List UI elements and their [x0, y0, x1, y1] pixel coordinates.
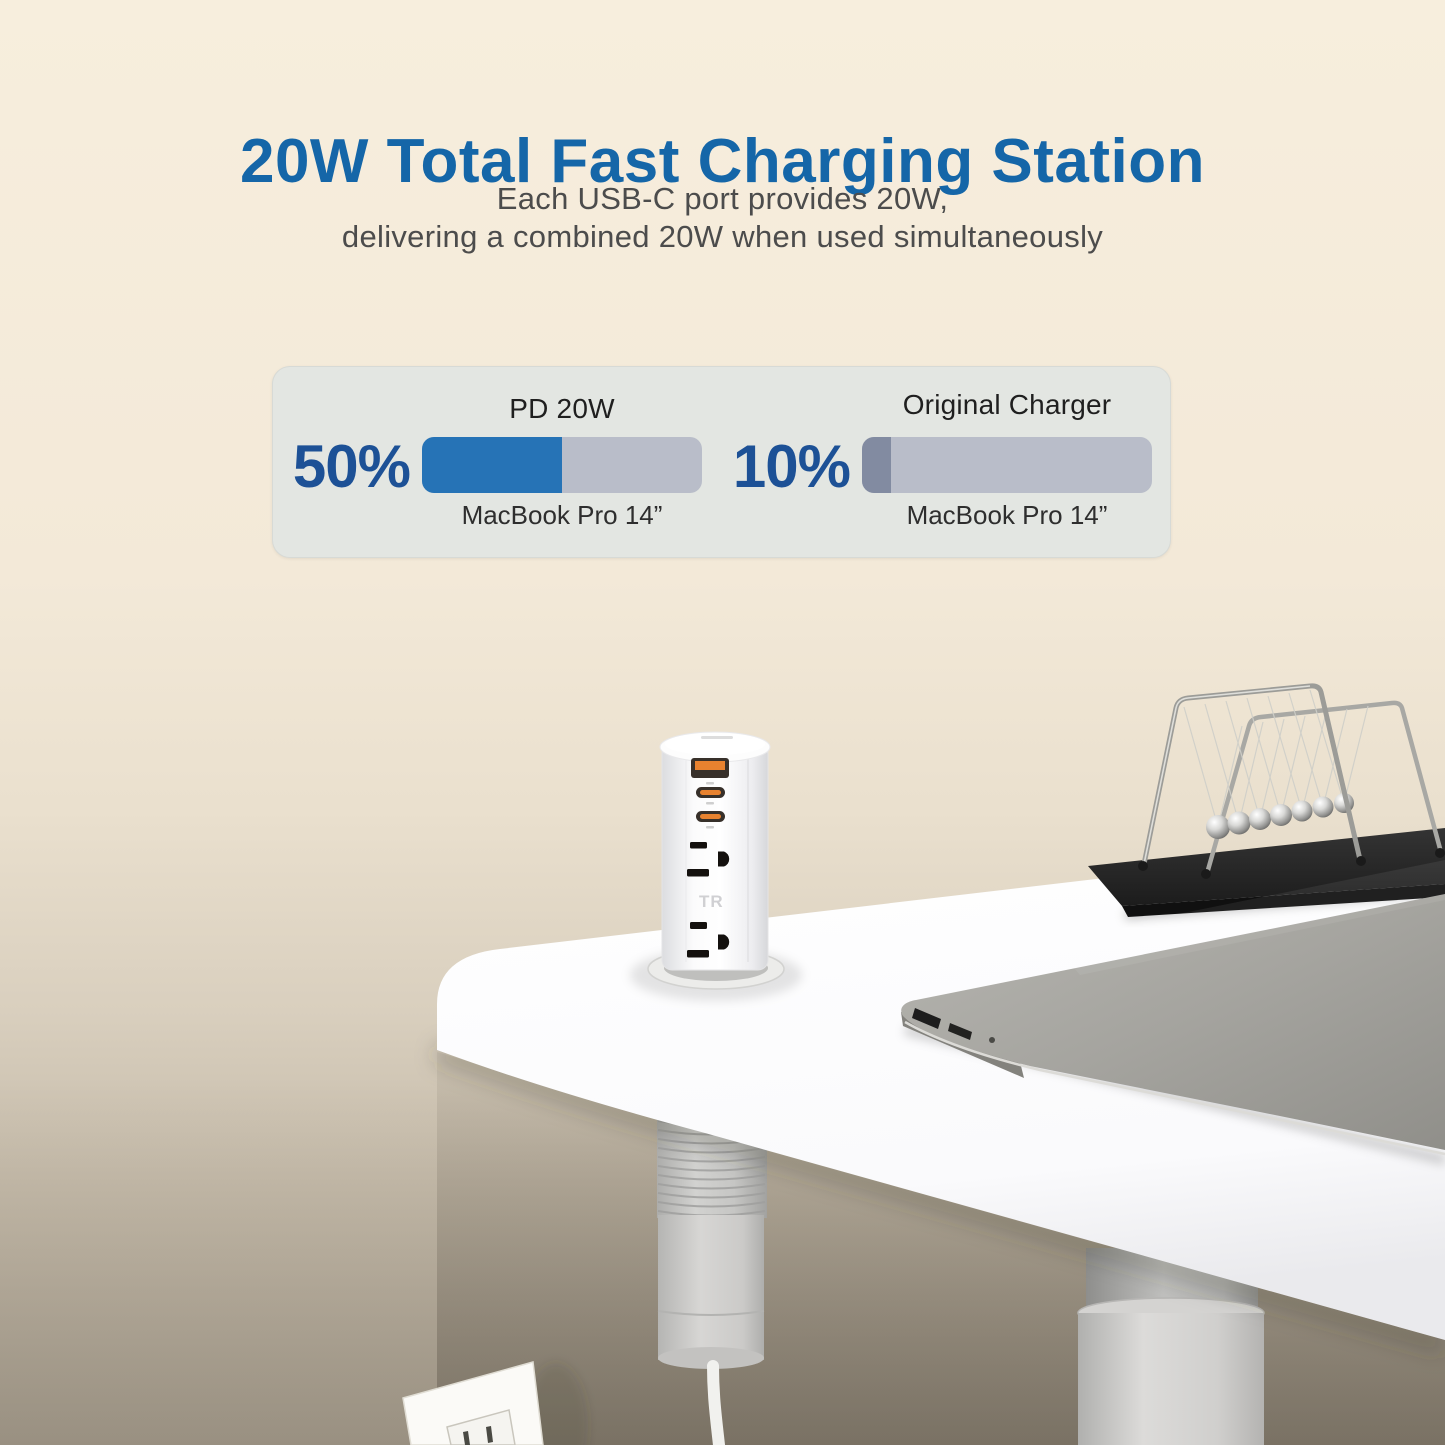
tr-label: TR — [699, 892, 724, 911]
power-cable — [707, 1360, 725, 1445]
laptop — [901, 860, 1445, 1165]
ac-outlet — [687, 842, 730, 877]
ac-outlet — [687, 922, 730, 958]
laptop-usb-port — [948, 1023, 972, 1040]
subtitle: Each USB-C port provides 20W, delivering… — [0, 180, 1445, 256]
bar-label-original: Original Charger — [902, 389, 1112, 420]
laptop-port — [912, 1008, 941, 1029]
bar-device-original: MacBook Pro 14” — [906, 500, 1108, 530]
percent-value-original: 10% — [732, 433, 851, 500]
bar-label-pd20w: PD 20W — [509, 393, 615, 424]
desk-leg — [1077, 1248, 1265, 1445]
subtitle-line-2: delivering a combined 20W when used simu… — [341, 219, 1104, 254]
bar-fill-original — [862, 437, 891, 493]
power-tower: TR — [630, 731, 802, 1001]
newtons-cradle — [1088, 683, 1445, 920]
cradle-balls — [1206, 793, 1354, 839]
wall-outlet — [402, 1361, 588, 1445]
usb-c-port — [696, 787, 725, 805]
bar-track-pd20w — [422, 437, 702, 493]
bar-device-pd20w: MacBook Pro 14” — [461, 500, 663, 530]
usb-a-port — [691, 758, 729, 785]
bar-track-original — [862, 437, 1152, 493]
subtitle-line-1: Each USB-C port provides 20W, — [496, 181, 949, 216]
percent-value-pd20w: 50% — [292, 433, 411, 500]
usb-c-port — [696, 811, 725, 829]
page-title: 20W Total Fast Charging Station — [239, 126, 1206, 196]
bar-fill-pd20w — [422, 437, 562, 493]
